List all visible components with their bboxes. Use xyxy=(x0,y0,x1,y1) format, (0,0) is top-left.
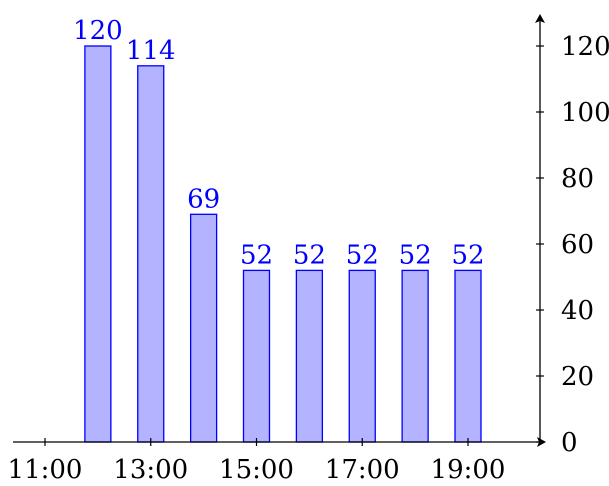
data-label: 52 xyxy=(293,240,326,270)
bar xyxy=(401,269,429,443)
data-label: 52 xyxy=(346,240,379,270)
y-axis-arrow xyxy=(535,14,545,23)
y-axis xyxy=(535,14,545,442)
bar xyxy=(242,269,271,443)
x-tick-label: 17:00 xyxy=(325,455,400,485)
y-tick-label: 120 xyxy=(561,32,609,62)
bar xyxy=(189,213,218,443)
data-label: 52 xyxy=(399,240,432,270)
bar xyxy=(84,45,112,443)
bar xyxy=(295,269,324,443)
y-tick-label: 0 xyxy=(561,428,578,458)
x-tick-label: 11:00 xyxy=(8,455,83,485)
bar xyxy=(454,269,482,443)
data-label: 52 xyxy=(240,240,273,270)
x-tick-label: 19:00 xyxy=(431,455,506,485)
y-tick-layer: 0 20 40 60 80 100 120 xyxy=(536,32,609,458)
x-tick-label: 15:00 xyxy=(219,455,294,485)
y-tick-label: 40 xyxy=(561,296,594,326)
bar xyxy=(348,269,376,443)
y-tick-label: 20 xyxy=(561,362,594,392)
data-label: 120 xyxy=(73,16,123,46)
x-tick-label: 13:00 xyxy=(113,455,188,485)
y-tick-label: 100 xyxy=(561,98,609,128)
y-tick-label: 60 xyxy=(561,230,594,260)
data-label: 69 xyxy=(187,184,220,214)
x-tick-layer: 11:00 13:00 15:00 17:00 19:00 xyxy=(8,438,506,485)
y-tick-label: 80 xyxy=(561,164,594,194)
bar xyxy=(137,65,165,443)
data-label: 52 xyxy=(451,240,484,270)
data-label: 114 xyxy=(126,36,176,66)
bars-layer xyxy=(84,45,482,443)
